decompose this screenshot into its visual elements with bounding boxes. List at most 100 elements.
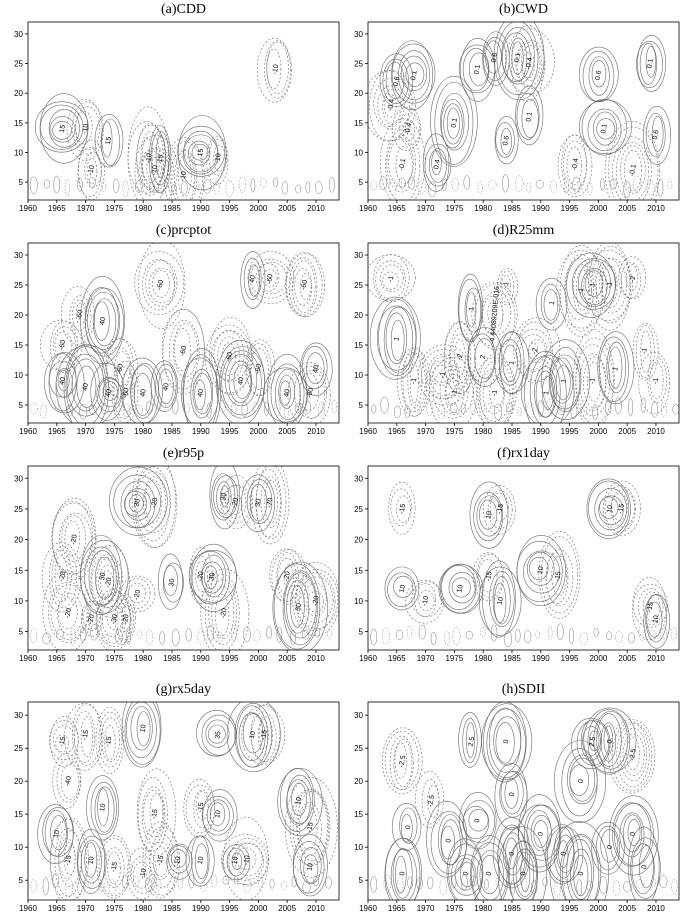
panel-f-x-tick-label: 1985 — [503, 654, 521, 663]
panel-f-contour-ring — [602, 480, 641, 536]
panel-d-contour-ring — [571, 258, 617, 310]
panel-d-contour-ring — [598, 336, 629, 402]
panel-c-contour-ring — [224, 354, 258, 407]
panel-b-contour-ring — [563, 176, 569, 195]
panel-b-contour-ring — [377, 85, 405, 127]
panel-h-contour-ring — [638, 845, 654, 889]
panel-g-contour-ring — [226, 702, 281, 773]
panel-g-contour-ring — [44, 810, 68, 857]
panel-b-x-tick-label: 1960 — [359, 204, 377, 213]
panel-d-contour-ring — [426, 400, 433, 417]
panel-b-contour-ring — [591, 59, 607, 88]
panel-c-contour-ring — [300, 272, 312, 301]
panel-e-x-tick-label: 1965 — [48, 654, 66, 663]
panel-c-contour-label: -60 — [116, 363, 125, 374]
panel-h-contour-ring — [393, 739, 413, 787]
panel-f-contour-ring — [388, 481, 416, 535]
panel-d-contour-ring — [397, 347, 430, 417]
panel-g-contour-label: 35 — [214, 731, 222, 740]
panel-b-x-tick-label: 1975 — [445, 204, 463, 213]
panel-f-y-tick-label: 25 — [354, 505, 363, 514]
panel-d-contour-ring — [521, 355, 575, 423]
panel-a-contour-ring — [206, 135, 229, 185]
panel-g-contour-ring — [137, 777, 168, 852]
panel-h-contour-ring — [569, 757, 596, 802]
panel-e-contour-ring — [213, 475, 239, 518]
panel-e-contour-ring — [126, 627, 131, 645]
panel-g-contour-ring — [243, 878, 252, 893]
panel-g-contour-ring — [259, 718, 269, 750]
panel-h-contour-ring — [599, 876, 608, 895]
panel-g-contour-ring — [227, 842, 265, 881]
panel-d-contour-ring — [540, 283, 561, 324]
panel-h-x-tick-label: 1970 — [417, 904, 435, 913]
panel-b-contour-ring — [651, 115, 664, 152]
panel-g-contour-ring — [281, 881, 288, 891]
panel-b-contour-ring — [451, 177, 459, 192]
panel-d-x-tick-label: 2000 — [589, 427, 607, 436]
panel-b-contour-ring — [370, 180, 378, 191]
panel-f-contour-ring — [611, 493, 628, 521]
panel-g-x-tick-label: 1965 — [48, 904, 66, 913]
panel-g-contour-ring — [94, 786, 115, 833]
panel-c-x-tick-label: 1980 — [134, 427, 152, 436]
panel-d-contour-ring — [478, 368, 511, 422]
panel-c-contour-label: -60 — [226, 351, 235, 362]
panel-g-contour-ring — [277, 768, 323, 836]
panel-c-x-tick-label: 2010 — [307, 427, 325, 436]
panel-d-y-tick-label: 25 — [354, 281, 363, 290]
panel-e-contour-ring — [124, 577, 151, 609]
panel-f-contour-ring — [515, 628, 521, 643]
panel-h-contour-ring — [589, 730, 600, 752]
panel-a-x-tick-label: 2010 — [307, 204, 325, 213]
panel-d-contour-label: -1 — [641, 347, 649, 354]
panel-c-contour-ring — [190, 368, 214, 419]
panel-h-chart: -2.5 2.5 0 2.5 0 -2.5 -2.5 0 0 0 0 0 0 0 0 0 0 0 0 0 0 0 0 1960… — [354, 701, 680, 913]
panel-d-contour-ring — [543, 289, 559, 321]
panel-d-contour-ring — [575, 337, 614, 423]
panel-e-contour-ring — [57, 593, 83, 636]
panel-g-contour-ring — [206, 799, 230, 832]
panel-d-contour-label: 1 — [543, 390, 551, 395]
panel-e-contour-ring — [42, 632, 51, 645]
panel-b-contour-label: 0.1 — [450, 117, 459, 128]
panel-h-contour-ring — [483, 702, 527, 783]
panel-d-contour-ring — [437, 405, 445, 419]
panel-b-contour-ring — [428, 181, 437, 198]
panel-c-contour-label: 40 — [105, 389, 113, 398]
panel-h-contour-label: 0 — [445, 838, 453, 843]
panel-f-y-tick-label: 30 — [354, 474, 363, 483]
panel-e-x-tick-label: 1985 — [163, 654, 181, 663]
panel-g-contour-ring — [87, 878, 94, 888]
panel-c-contour-ring — [252, 401, 259, 414]
panel-a-y-tick-label: 20 — [14, 89, 23, 98]
panel-h-contour-ring — [399, 807, 418, 844]
panel-c-contour-ring — [288, 257, 318, 316]
panel-g-contour-ring — [124, 702, 161, 765]
panel-h-contour-ring — [439, 878, 447, 896]
panel-e-contour-ring — [276, 626, 283, 643]
panel-c-x-tick-label: 1970 — [77, 427, 95, 436]
panel-c-contour-ring — [100, 403, 109, 415]
panel-g-y-tick-label: 30 — [14, 711, 23, 720]
panel-d-contour-ring — [588, 243, 631, 331]
panel-h-contour-ring — [507, 840, 538, 900]
panel-c-x-tick-label: 1985 — [163, 427, 181, 436]
panel-e-contour-ring — [113, 474, 161, 529]
panel-g-contour-ring — [223, 816, 269, 900]
panel-c-contour-ring — [102, 381, 118, 401]
panel-h-contour-label: 0 — [509, 792, 517, 797]
panel-d-contour-ring — [549, 346, 582, 413]
panel-b-contour-ring — [500, 127, 512, 155]
panel-a-x-tick-label: 1985 — [163, 204, 181, 213]
panel-g-contour-ring — [208, 724, 226, 744]
panel-a-contour-ring — [250, 178, 256, 193]
panel-g-contour-ring — [144, 826, 180, 896]
panel-g-contour-label: 10 — [99, 803, 107, 812]
panel-e-x-tick-label: 1975 — [105, 654, 123, 663]
panel-f-y-tick-label: 15 — [354, 566, 363, 575]
panel-h-contour-ring — [520, 857, 531, 893]
panel-h-contour-ring — [630, 837, 661, 899]
panel-c-x-tick-label: 1960 — [19, 427, 37, 436]
panel-b-contour-ring — [578, 46, 619, 103]
